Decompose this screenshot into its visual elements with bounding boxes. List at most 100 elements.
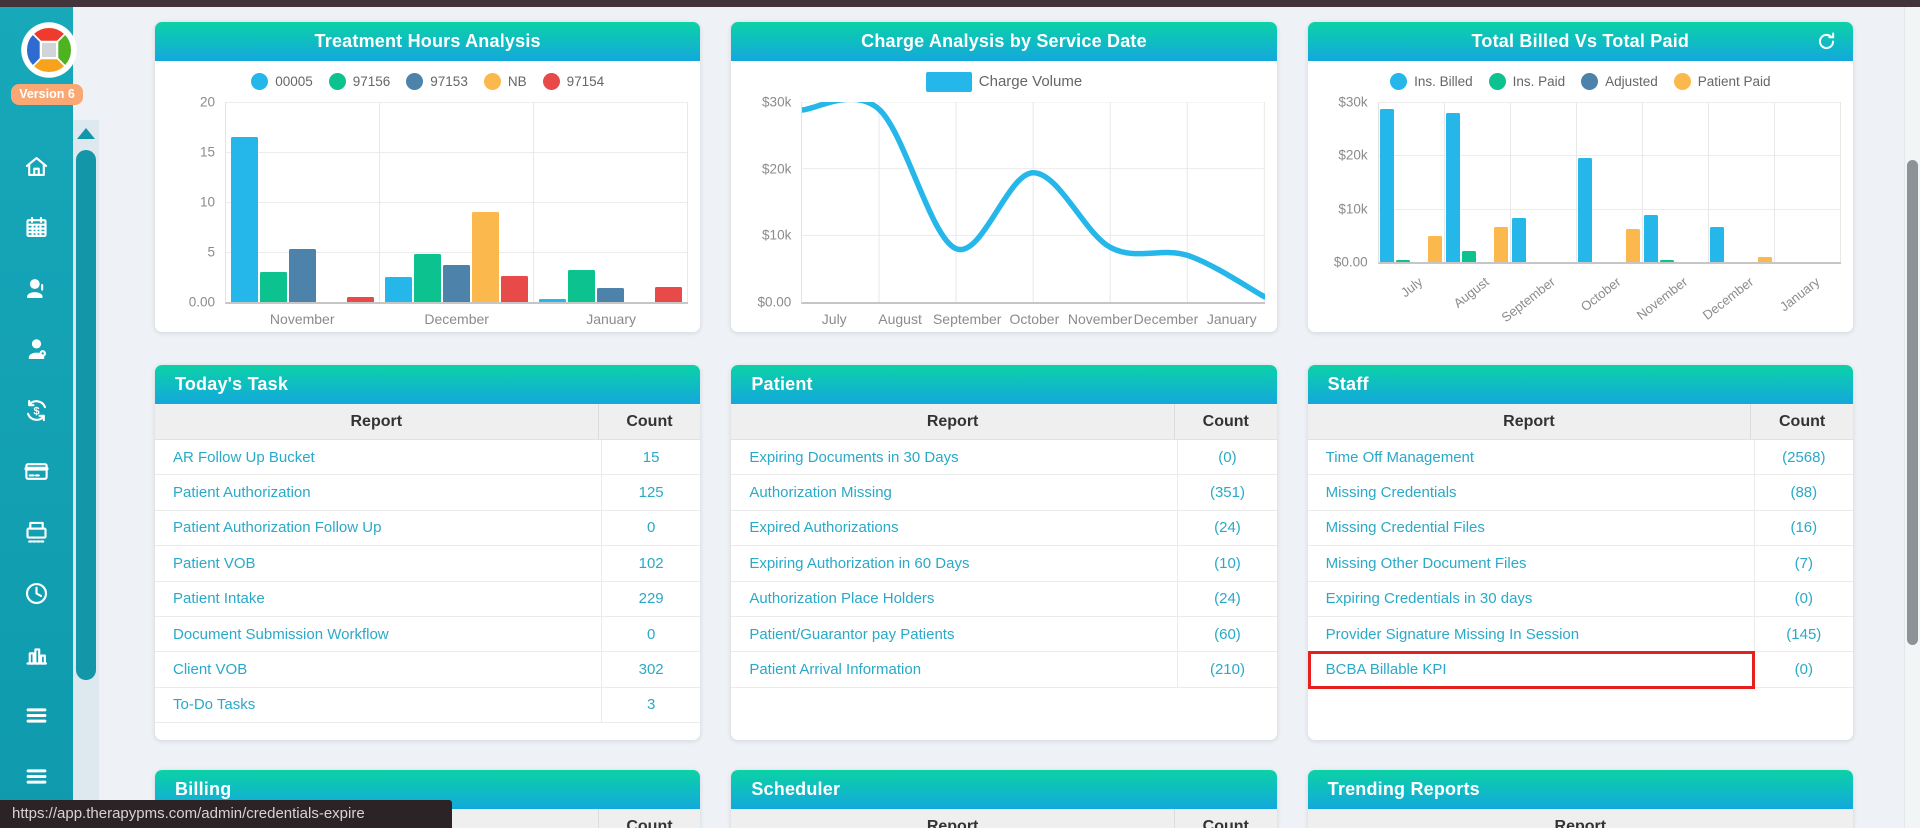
report-link[interactable]: Missing Credential Files bbox=[1325, 519, 1485, 537]
bar-nb bbox=[472, 212, 500, 302]
table-header-row: Report Count bbox=[731, 809, 1277, 828]
sidebar-item-payment-card[interactable] bbox=[0, 441, 73, 502]
legend-swatch bbox=[1488, 73, 1506, 90]
sidebar-scrollbar[interactable] bbox=[73, 120, 99, 828]
report-link[interactable]: Missing Credentials bbox=[1325, 484, 1457, 502]
report-link[interactable]: Missing Other Document Files bbox=[1325, 554, 1527, 572]
sidebar-item-menu-alt[interactable] bbox=[0, 746, 73, 807]
table-row: Authorization Place Holders (24) bbox=[731, 581, 1277, 617]
legend-item-97156[interactable]: 97156 bbox=[328, 73, 390, 90]
table-row: Patient Intake 229 bbox=[155, 581, 701, 617]
report-link[interactable]: Expired Authorizations bbox=[749, 519, 899, 537]
column-header-report: Report bbox=[926, 817, 979, 828]
table-row: Provider Signature Missing In Session (14… bbox=[1307, 616, 1853, 653]
count-value: (0) bbox=[1753, 652, 1853, 687]
report-link[interactable]: Expiring Credentials in 30 days bbox=[1325, 590, 1533, 608]
sidebar-item-patients[interactable] bbox=[0, 258, 73, 319]
staff-card: Staff Report Count Time Off Management (2568… bbox=[1307, 365, 1853, 740]
report-link[interactable]: BCBA Billable KPI bbox=[1325, 661, 1447, 679]
table-row: Patient Arrival Information (210) bbox=[731, 652, 1277, 688]
table-row: Patient/Guarantor pay Patients (60) bbox=[731, 616, 1277, 653]
legend-item-Adjusted[interactable]: Adjusted bbox=[1581, 73, 1658, 90]
report-link[interactable]: Authorization Place Holders bbox=[749, 590, 935, 608]
report-link[interactable]: Client VOB bbox=[173, 661, 248, 679]
legend-item-Ins. Billed[interactable]: Ins. Billed bbox=[1390, 73, 1473, 90]
sidebar-item-time-clock[interactable] bbox=[0, 563, 73, 624]
legend-item-97153[interactable]: 97153 bbox=[406, 73, 468, 90]
column-header-count: Count bbox=[597, 809, 701, 828]
bar-ins-billed bbox=[1446, 113, 1461, 262]
report-link[interactable]: Patient Arrival Information bbox=[749, 661, 922, 679]
report-link[interactable]: To-Do Tasks bbox=[173, 696, 256, 714]
y-tick-label: $0.00 bbox=[1333, 254, 1368, 270]
patients-icon bbox=[26, 279, 44, 299]
report-link[interactable]: Expiring Authorization in 60 Days bbox=[749, 554, 970, 572]
count-value: (0) bbox=[1177, 440, 1276, 475]
bar-00005 bbox=[231, 137, 259, 302]
bar-ins-paid bbox=[1462, 251, 1477, 262]
legend-item-Ins. Paid[interactable]: Ins. Paid bbox=[1488, 73, 1565, 90]
report-link[interactable]: Patient Authorization bbox=[173, 484, 311, 502]
report-link[interactable]: Patient Authorization Follow Up bbox=[173, 519, 382, 537]
legend-item-NB[interactable]: NB bbox=[483, 73, 527, 90]
report-link[interactable]: Authorization Missing bbox=[749, 484, 892, 502]
sidebar-item-billing-sync[interactable]: $ bbox=[0, 380, 73, 441]
gridline bbox=[226, 202, 689, 203]
scroll-up-arrow-icon[interactable] bbox=[77, 128, 95, 139]
time-clock-icon bbox=[25, 582, 48, 605]
bar-97156 bbox=[414, 254, 442, 302]
sidebar-item-menu[interactable] bbox=[0, 685, 73, 746]
report-link[interactable]: Document Submission Workflow bbox=[173, 625, 389, 643]
app-logo[interactable] bbox=[20, 21, 78, 79]
report-link[interactable]: AR Follow Up Bucket bbox=[173, 448, 315, 466]
legend-item-charge-volume[interactable]: Charge Volume bbox=[925, 71, 1082, 92]
plot-area bbox=[225, 102, 689, 304]
bar-group-July bbox=[1379, 102, 1445, 262]
card-title: Charge Analysis by Service Date bbox=[861, 31, 1147, 51]
report-link[interactable]: Expiring Documents in 30 Days bbox=[749, 448, 959, 466]
report-cell: BCBA Billable KPI bbox=[1307, 651, 1755, 690]
legend-item-00005[interactable]: 00005 bbox=[251, 73, 313, 90]
trending-reports-card: Trending Reports Report bbox=[1307, 770, 1853, 828]
report-cell: Expiring Authorization in 60 Days bbox=[731, 546, 1177, 580]
column-header-count: Count bbox=[1750, 404, 1853, 439]
page-scrollbar[interactable] bbox=[1904, 7, 1920, 828]
sidebar-item-fax[interactable] bbox=[0, 502, 73, 563]
report-link[interactable]: Patient Intake bbox=[173, 590, 265, 608]
legend-swatch bbox=[251, 73, 269, 90]
payment-card-icon bbox=[24, 463, 49, 480]
report-cell: Expiring Credentials in 30 days bbox=[1308, 582, 1754, 616]
legend-item-Patient Paid[interactable]: Patient Paid bbox=[1673, 73, 1771, 90]
version-badge: Version 6 bbox=[11, 84, 83, 105]
charge-volume-line bbox=[802, 102, 1265, 302]
card-title: Today's Task bbox=[175, 374, 289, 394]
sidebar-scrollbar-thumb[interactable] bbox=[76, 150, 96, 680]
sidebar-item-reports-chart[interactable] bbox=[0, 624, 73, 685]
sidebar: Version 6 $ bbox=[0, 0, 83, 828]
legend-swatch bbox=[1581, 73, 1599, 90]
report-link[interactable]: Provider Signature Missing In Session bbox=[1325, 625, 1580, 643]
legend-label: 00005 bbox=[275, 74, 313, 89]
table-row: Expiring Credentials in 30 days (0) bbox=[1307, 581, 1853, 617]
sidebar-item-home[interactable] bbox=[0, 136, 73, 197]
count-value: (24) bbox=[1177, 510, 1276, 546]
x-tick-label: October bbox=[1578, 274, 1624, 315]
y-tick-label: 0.00 bbox=[188, 294, 215, 310]
count-value: (145) bbox=[1753, 616, 1853, 652]
scheduler-card: Scheduler Report Count bbox=[731, 770, 1277, 828]
report-link[interactable]: Patient/Guarantor pay Patients bbox=[749, 625, 955, 643]
table-row: AR Follow Up Bucket 15 bbox=[155, 440, 701, 476]
refresh-icon[interactable] bbox=[1816, 31, 1837, 52]
sidebar-item-calendar[interactable] bbox=[0, 197, 73, 258]
report-cell: Document Submission Workflow bbox=[155, 617, 601, 651]
x-axis-labels: July August September October November Decemb… bbox=[801, 304, 1264, 327]
report-link[interactable]: Time Off Management bbox=[1325, 448, 1475, 466]
legend-item-97154[interactable]: 97154 bbox=[542, 73, 604, 90]
sidebar-item-providers[interactable] bbox=[0, 319, 73, 380]
page-scrollbar-thumb[interactable] bbox=[1907, 160, 1918, 645]
legend-swatch bbox=[1673, 73, 1691, 90]
y-tick-label: $10k bbox=[1338, 201, 1368, 217]
report-link[interactable]: Patient VOB bbox=[173, 554, 256, 572]
y-tick-label: 20 bbox=[199, 94, 215, 110]
legend-swatch bbox=[1390, 73, 1408, 90]
